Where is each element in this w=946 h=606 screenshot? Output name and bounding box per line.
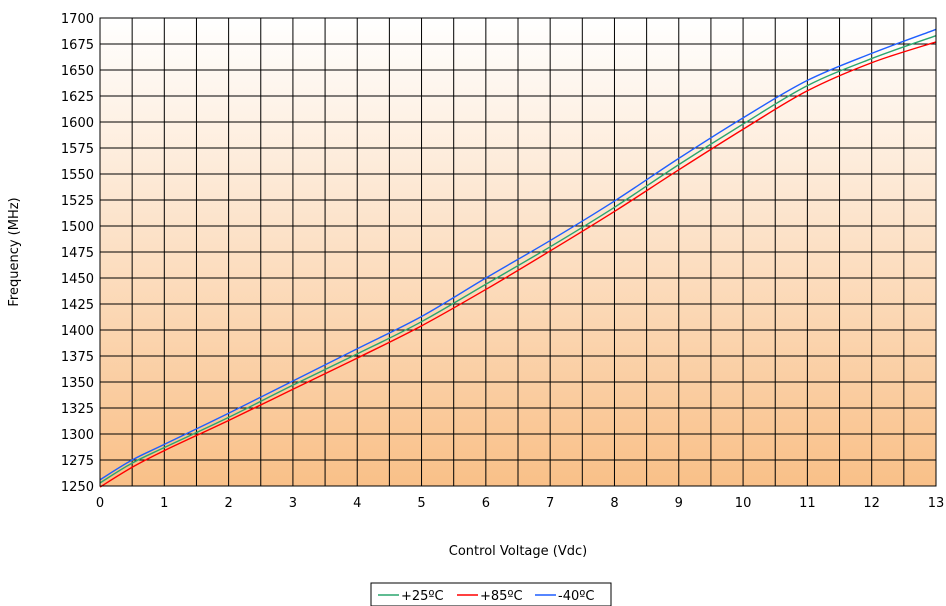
legend-label-0: +25ºC	[401, 589, 444, 604]
series-lines	[99, 28, 937, 488]
y-tick-label: 1425	[61, 298, 94, 313]
y-axis-ticks: 1250 1275 1300 1325 1350 1375 1400 1425 1450 1475…	[61, 12, 94, 495]
x-tick-label: 2	[224, 496, 232, 511]
y-tick-label: 1475	[61, 246, 94, 261]
legend: +25ºC +85ºC -40ºC	[370, 582, 612, 606]
series-line-0	[99, 35, 937, 484]
x-tick-label: 7	[546, 496, 554, 511]
y-axis-title: Frequency (MHz)	[7, 197, 22, 306]
y-tick-label: 1550	[61, 168, 94, 183]
y-tick-label: 1700	[61, 12, 94, 27]
legend-items: +25ºC +85ºC -40ºC	[378, 589, 594, 604]
x-tick-label: 1	[160, 496, 168, 511]
y-tick-label: 1350	[61, 376, 94, 391]
y-tick-label: 1300	[61, 428, 94, 443]
y-tick-label: 1500	[61, 220, 94, 235]
y-tick-label: 1625	[61, 90, 94, 105]
legend-box	[370, 582, 612, 606]
plot-frame	[99, 17, 937, 487]
x-tick-label: 3	[289, 496, 297, 511]
x-tick-label: 0	[96, 496, 104, 511]
y-tick-label: 1450	[61, 272, 94, 287]
x-tick-label: 6	[482, 496, 490, 511]
y-tick-label: 1675	[61, 38, 94, 53]
y-tick-label: 1325	[61, 402, 94, 417]
x-axis-ticks: 0 1 2 3 4 5 6 7 8 9 10 11 12 13	[96, 496, 944, 511]
series-line-1	[99, 41, 937, 488]
y-tick-label: 1525	[61, 194, 94, 209]
x-tick-label: 13	[928, 496, 945, 511]
y-tick-label: 1575	[61, 142, 94, 157]
series-line-2	[99, 28, 937, 481]
x-tick-label: 10	[735, 496, 752, 511]
y-tick-label: 1600	[61, 116, 94, 131]
grid	[100, 18, 936, 486]
x-tick-label: 5	[417, 496, 425, 511]
y-tick-label: 1275	[61, 454, 94, 469]
legend-label-2: -40ºC	[558, 589, 594, 604]
x-axis-title: Control Voltage (Vdc)	[449, 544, 587, 559]
legend-label-1: +85ºC	[480, 589, 523, 604]
x-tick-label: 12	[863, 496, 880, 511]
y-tick-label: 1650	[61, 64, 94, 79]
x-tick-label: 11	[799, 496, 816, 511]
y-tick-label: 1400	[61, 324, 94, 339]
x-tick-label: 8	[610, 496, 618, 511]
y-tick-label: 1250	[61, 480, 94, 495]
x-tick-label: 4	[353, 496, 361, 511]
x-tick-label: 9	[675, 496, 683, 511]
y-tick-label: 1375	[61, 350, 94, 365]
